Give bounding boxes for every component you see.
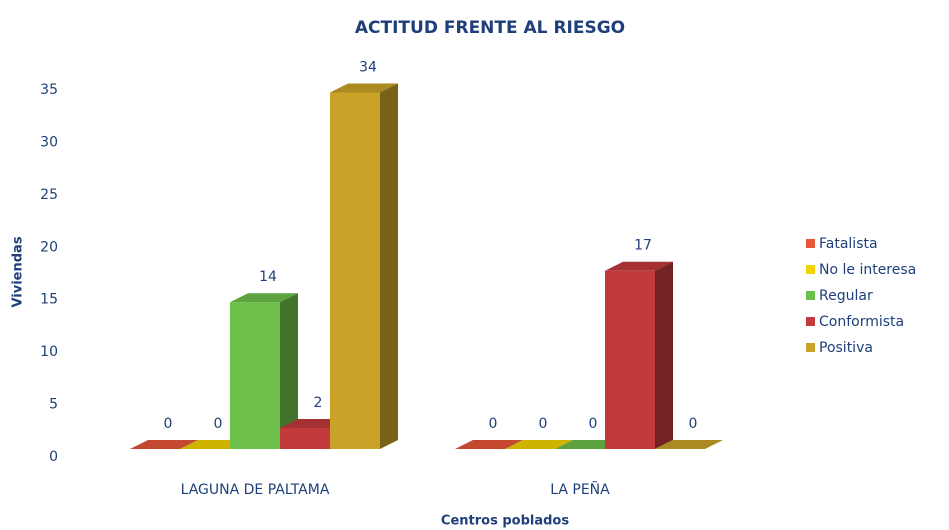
y-tick-label: 10 bbox=[40, 344, 58, 360]
chart-title: ACTITUD FRENTE AL RIESGO bbox=[355, 18, 625, 38]
bar bbox=[330, 92, 380, 449]
value-label: 2 bbox=[314, 395, 323, 411]
bar-top bbox=[130, 440, 198, 449]
y-tick-label: 30 bbox=[40, 134, 58, 150]
legend-swatch bbox=[806, 291, 815, 300]
x-tick-label: LAGUNA DE PALTAMA bbox=[181, 482, 330, 498]
value-label: 17 bbox=[634, 238, 652, 254]
legend-label: Fatalista bbox=[819, 236, 878, 252]
legend-swatch bbox=[806, 343, 815, 352]
y-tick-label: 35 bbox=[40, 82, 58, 98]
bar-top bbox=[505, 440, 573, 449]
bar bbox=[605, 270, 655, 449]
x-tick-label: LA PEÑA bbox=[550, 481, 610, 498]
legend-swatch bbox=[806, 317, 815, 326]
bar-top bbox=[655, 440, 723, 449]
y-tick-label: 25 bbox=[40, 187, 58, 203]
value-label: 34 bbox=[359, 59, 377, 75]
y-tick-label: 20 bbox=[40, 239, 58, 255]
y-tick-label: 15 bbox=[40, 292, 58, 308]
legend-label: Positiva bbox=[819, 340, 873, 356]
legend-swatch bbox=[806, 239, 815, 248]
bar bbox=[230, 302, 280, 449]
bar bbox=[280, 428, 330, 449]
value-label: 0 bbox=[214, 416, 223, 432]
x-axis-title: Centros poblados bbox=[441, 514, 569, 529]
legend-label: Regular bbox=[819, 288, 873, 304]
value-label: 0 bbox=[589, 416, 598, 432]
value-label: 0 bbox=[164, 416, 173, 432]
y-tick-label: 5 bbox=[49, 397, 58, 413]
value-label: 14 bbox=[259, 269, 277, 285]
bar-top bbox=[330, 83, 398, 93]
bar-side bbox=[280, 293, 298, 449]
legend-swatch bbox=[806, 265, 815, 274]
value-label: 0 bbox=[689, 416, 698, 432]
bar-top bbox=[455, 440, 523, 449]
y-axis-title: Viviendas bbox=[11, 236, 26, 307]
bar-side bbox=[380, 83, 398, 449]
value-label: 0 bbox=[489, 416, 498, 432]
bar-top bbox=[605, 261, 673, 271]
value-label: 0 bbox=[539, 416, 548, 432]
y-tick-label: 0 bbox=[49, 449, 58, 465]
bar-side bbox=[655, 261, 673, 449]
bar-top bbox=[230, 293, 298, 303]
legend-label: Conformista bbox=[819, 314, 904, 330]
legend-label: No le interesa bbox=[819, 262, 916, 278]
